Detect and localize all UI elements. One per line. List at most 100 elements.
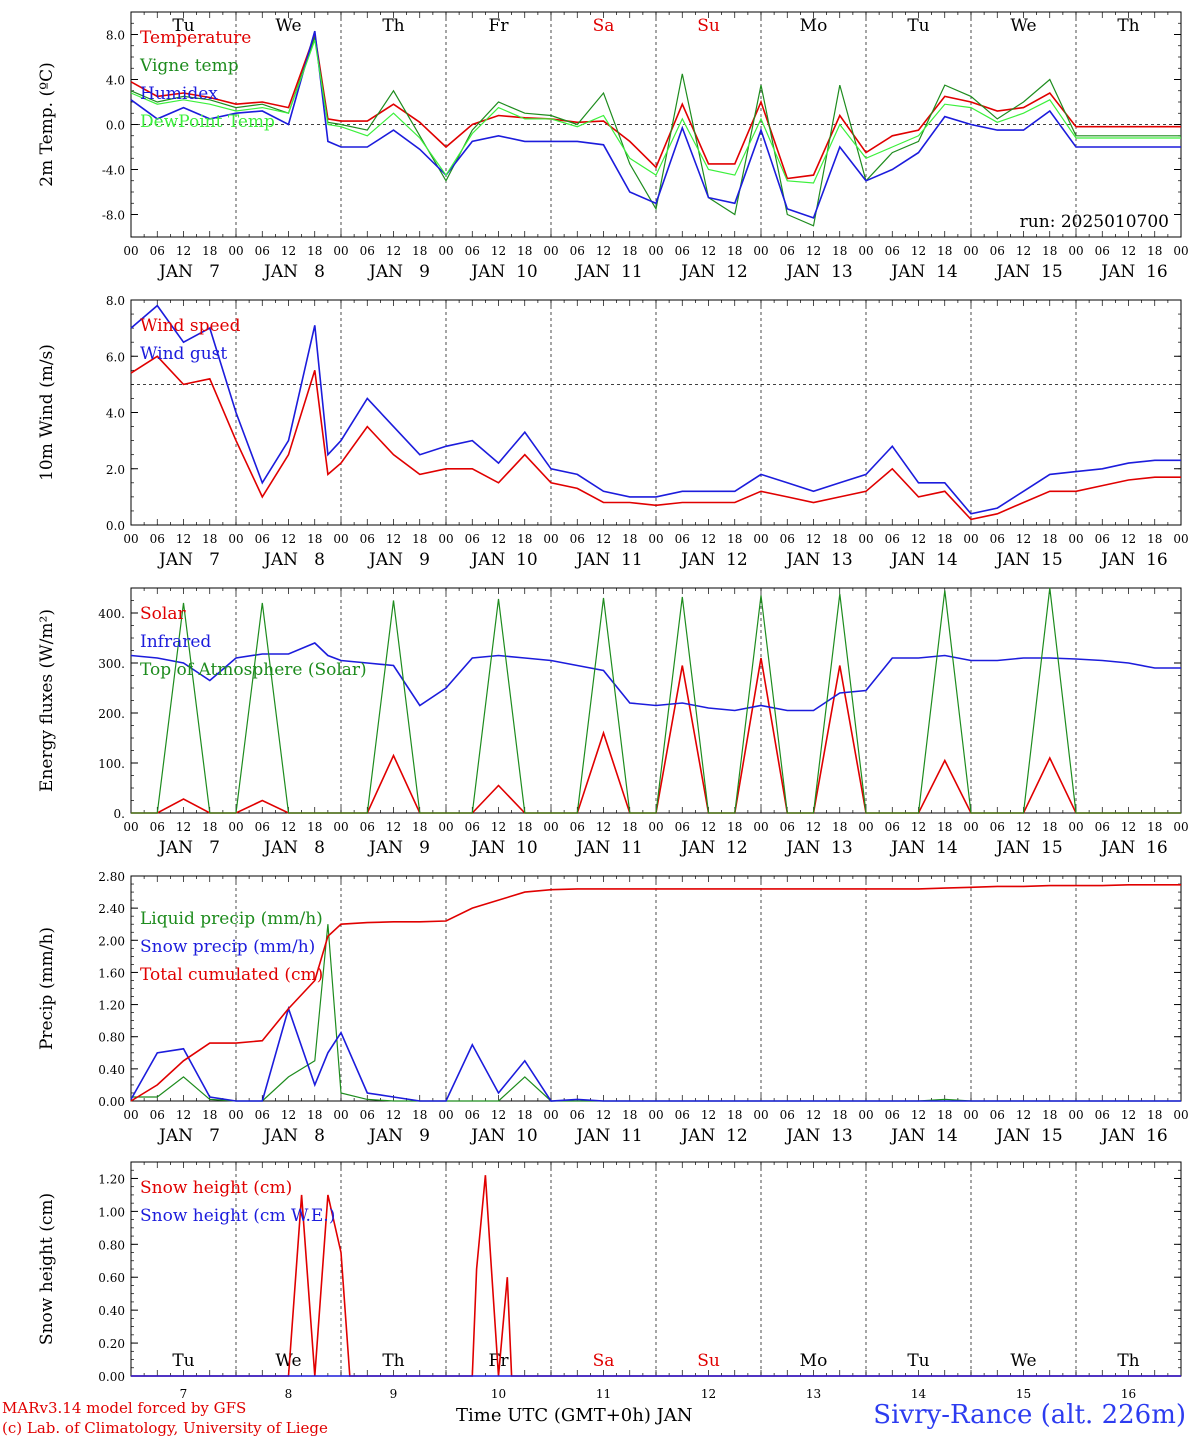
y-tick-label: 0.20 <box>98 1337 125 1351</box>
hour-tick-label: 00 <box>438 820 453 834</box>
hour-tick-label: 06 <box>990 532 1005 546</box>
date-label: JAN 13 <box>784 262 852 282</box>
weekday-label: We <box>275 16 301 36</box>
hour-tick-label: 06 <box>255 1108 270 1122</box>
copyright-label: (c) Lab. of Climatology, University of L… <box>2 1419 328 1437</box>
hour-tick-label: 18 <box>412 532 427 546</box>
y-axis-label: Snow height (cm) <box>37 1193 57 1345</box>
hour-tick-label: 18 <box>622 820 637 834</box>
series-line-solar <box>131 657 1181 814</box>
date-label: JAN 10 <box>469 550 537 570</box>
hour-tick-label: 18 <box>1147 532 1162 546</box>
hour-tick-label: 00 <box>1173 1108 1188 1122</box>
date-label: JAN 10 <box>469 262 537 282</box>
hour-tick-label: 06 <box>780 1108 795 1122</box>
hour-tick-label: 00 <box>963 244 978 258</box>
weekday-label: Sa <box>593 16 615 36</box>
y-tick-label: 0.60 <box>98 1271 125 1285</box>
hour-tick-label: 00 <box>228 532 243 546</box>
date-number-label: 8 <box>285 1387 293 1401</box>
y-tick-label: 4.0 <box>106 74 125 88</box>
weekday-label: Th <box>382 1351 404 1371</box>
hour-tick-label: 18 <box>202 244 217 258</box>
date-label: JAN 16 <box>1099 550 1167 570</box>
date-label: JAN 12 <box>679 262 747 282</box>
panel-3: 400. 300. 200. 100. 0. Energy fluxes (W/m²) 00… <box>37 587 1189 858</box>
date-label: JAN 12 <box>679 838 747 858</box>
hour-tick-label: 18 <box>412 244 427 258</box>
hour-tick-label: 12 <box>911 820 926 834</box>
y-axis-label: 2m Temp. (ºC) <box>37 62 57 187</box>
hour-tick-label: 00 <box>228 1108 243 1122</box>
hour-tick-label: 06 <box>990 1108 1005 1122</box>
panel-2: 8.0 6.0 4.0 2.0 0.0 10m Wind (m/s) 00 06 12 18 JAN… <box>37 294 1189 570</box>
date-label: JAN 11 <box>574 550 642 570</box>
legend-entry: Top of Atmosphere (Solar) <box>140 660 367 680</box>
legend-entry: Solar <box>140 604 186 624</box>
hour-tick-label: 06 <box>150 820 165 834</box>
hour-tick-label: 06 <box>885 244 900 258</box>
date-number-label: 15 <box>1016 1387 1031 1401</box>
hour-tick-label: 18 <box>727 820 742 834</box>
date-label: JAN 15 <box>994 550 1062 570</box>
hour-tick-label: 06 <box>885 532 900 546</box>
hour-tick-label: 18 <box>1147 820 1162 834</box>
y-tick-label: 1.00 <box>98 1205 125 1219</box>
weekday-label: Tu <box>907 16 929 36</box>
hour-tick-label: 12 <box>806 820 821 834</box>
hour-tick-label: 06 <box>675 244 690 258</box>
hour-tick-label: 12 <box>176 820 191 834</box>
hour-tick-label: 00 <box>753 532 768 546</box>
date-number-label: 10 <box>491 1387 506 1401</box>
date-label: JAN 9 <box>367 838 430 858</box>
hour-tick-label: 06 <box>150 1108 165 1122</box>
legend-entry: Liquid precip (mm/h) <box>140 909 323 929</box>
hour-tick-label: 00 <box>123 820 138 834</box>
weekday-label: Th <box>1117 16 1139 36</box>
hour-tick-label: 06 <box>570 244 585 258</box>
date-label: JAN 14 <box>889 1126 957 1146</box>
hour-tick-label: 06 <box>360 1108 375 1122</box>
hour-tick-label: 12 <box>1016 820 1031 834</box>
legend-entry: Snow precip (mm/h) <box>140 937 315 957</box>
hour-tick-label: 12 <box>386 244 401 258</box>
date-label: JAN 11 <box>574 838 642 858</box>
y-tick-label: 8.0 <box>106 294 125 308</box>
hour-tick-label: 12 <box>1016 1108 1031 1122</box>
hour-tick-label: 06 <box>465 532 480 546</box>
hour-tick-label: 06 <box>465 820 480 834</box>
hour-tick-label: 12 <box>701 1108 716 1122</box>
hour-tick-label: 06 <box>675 532 690 546</box>
date-label: JAN 7 <box>157 1126 220 1146</box>
hour-tick-label: 00 <box>543 820 558 834</box>
hour-tick-label: 12 <box>1016 532 1031 546</box>
y-tick-label: -8.0 <box>102 209 125 223</box>
panel-1: 8.0 4.0 0.0 -4.0 -8.0 2m Temp. (ºC) 00 06 12 18 JA… <box>37 11 1189 282</box>
hour-tick-label: 12 <box>281 532 296 546</box>
hour-tick-label: 12 <box>176 244 191 258</box>
hour-tick-label: 06 <box>990 820 1005 834</box>
hour-tick-label: 00 <box>963 820 978 834</box>
hour-tick-label: 12 <box>911 532 926 546</box>
hour-tick-label: 18 <box>202 820 217 834</box>
hour-tick-label: 12 <box>1121 1108 1136 1122</box>
hour-tick-label: 12 <box>491 532 506 546</box>
hour-tick-label: 06 <box>885 820 900 834</box>
series-line-wind-speed <box>130 355 1181 521</box>
hour-tick-label: 00 <box>438 244 453 258</box>
y-tick-label: 300. <box>98 657 125 671</box>
weekday-label: Th <box>1117 1351 1139 1371</box>
hour-tick-label: 00 <box>1173 244 1188 258</box>
hour-tick-label: 00 <box>1173 532 1188 546</box>
hour-tick-label: 06 <box>255 532 270 546</box>
date-label: JAN 9 <box>367 550 430 570</box>
hour-tick-label: 06 <box>885 1108 900 1122</box>
date-number-label: 9 <box>390 1387 398 1401</box>
hour-tick-label: 06 <box>780 820 795 834</box>
hour-tick-label: 12 <box>701 532 716 546</box>
hour-tick-label: 18 <box>517 820 532 834</box>
hour-tick-label: 00 <box>123 1108 138 1122</box>
hour-tick-label: 06 <box>1095 820 1110 834</box>
hour-tick-label: 12 <box>281 244 296 258</box>
hour-tick-label: 18 <box>412 820 427 834</box>
